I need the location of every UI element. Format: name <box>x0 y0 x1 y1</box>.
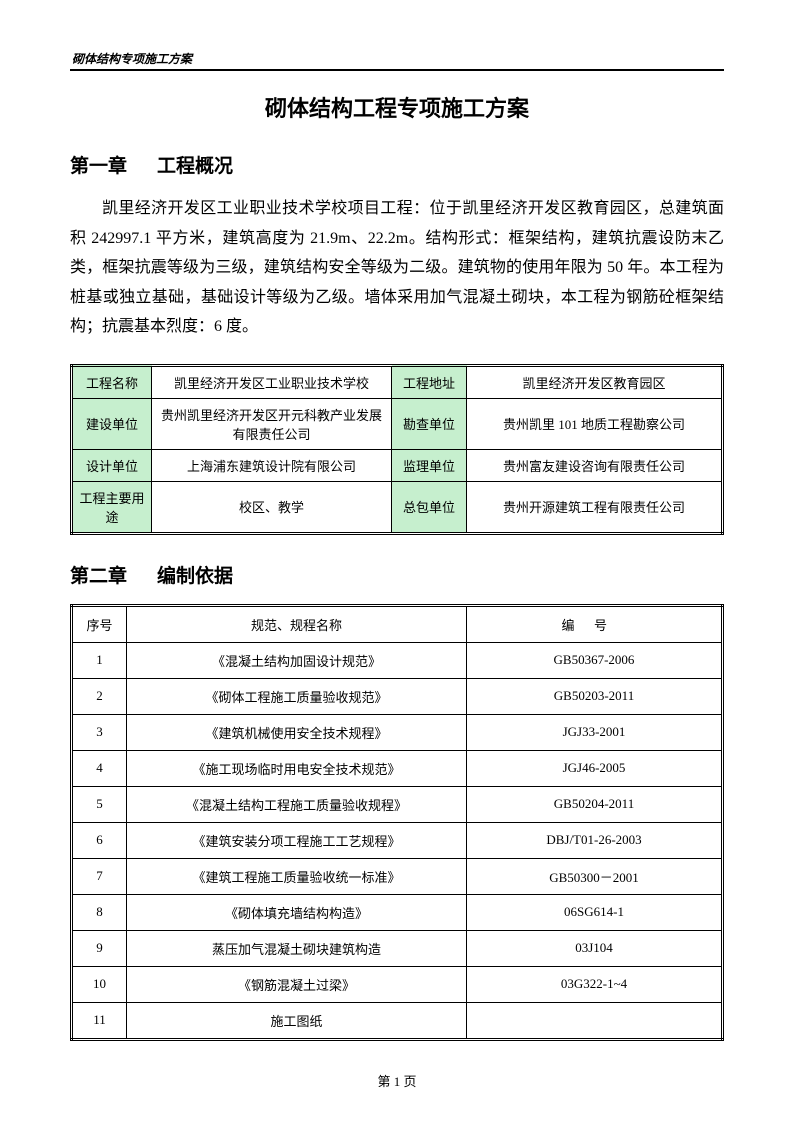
standards-name: 《建筑安装分项工程施工工艺规程》 <box>127 822 467 858</box>
page-number: 第 1 页 <box>70 1071 724 1090</box>
standards-code: 03G322-1~4 <box>467 966 723 1002</box>
info-value: 贵州富友建设咨询有限责任公司 <box>467 449 723 481</box>
standards-row: 2《砌体工程施工质量验收规范》GB50203-2011 <box>72 678 723 714</box>
standards-name: 《混凝土结构加固设计规范》 <box>127 642 467 678</box>
chapter-1-label: 第一章 <box>70 151 127 178</box>
standards-row: 10《钢筋混凝土过梁》03G322-1~4 <box>72 966 723 1002</box>
standards-code: GB50300－2001 <box>467 858 723 894</box>
info-label: 总包单位 <box>392 481 467 533</box>
standards-seq: 8 <box>72 894 127 930</box>
info-row: 建设单位贵州凯里经济开发区开元科教产业发展有限责任公司勘查单位贵州凯里 101 … <box>72 398 723 449</box>
chapter-1-title: 工程概况 <box>157 156 233 177</box>
standards-name: 蒸压加气混凝土砌块建筑构造 <box>127 930 467 966</box>
standards-seq: 11 <box>72 1002 127 1039</box>
standards-row: 11施工图纸 <box>72 1002 723 1039</box>
standards-name: 《砌体工程施工质量验收规范》 <box>127 678 467 714</box>
standards-code: 03J104 <box>467 930 723 966</box>
standards-row: 1《混凝土结构加固设计规范》GB50367-2006 <box>72 642 723 678</box>
info-value: 贵州开源建筑工程有限责任公司 <box>467 481 723 533</box>
chapter-2-label: 第二章 <box>70 561 127 588</box>
overview-paragraph: 凯里经济开发区工业职业技术学校项目工程：位于凯里经济开发区教育园区，总建筑面积 … <box>70 194 724 342</box>
standards-name: 《混凝土结构工程施工质量验收规程》 <box>127 786 467 822</box>
standards-code: GB50367-2006 <box>467 642 723 678</box>
info-label: 建设单位 <box>72 398 152 449</box>
info-label: 工程地址 <box>392 365 467 398</box>
standards-seq: 10 <box>72 966 127 1002</box>
standards-code: GB50203-2011 <box>467 678 723 714</box>
standards-name: 《建筑工程施工质量验收统一标准》 <box>127 858 467 894</box>
standards-code: DBJ/T01-26-2003 <box>467 822 723 858</box>
standards-code <box>467 1002 723 1039</box>
standards-name: 《砌体填充墙结构构造》 <box>127 894 467 930</box>
standards-seq: 9 <box>72 930 127 966</box>
header-seq: 序号 <box>72 605 127 642</box>
chapter-2-title: 编制依据 <box>157 566 233 587</box>
standards-row: 6《建筑安装分项工程施工工艺规程》DBJ/T01-26-2003 <box>72 822 723 858</box>
standards-header-row: 序号 规范、规程名称 编号 <box>72 605 723 642</box>
standards-row: 7《建筑工程施工质量验收统一标准》GB50300－2001 <box>72 858 723 894</box>
standards-row: 8《砌体填充墙结构构造》06SG614-1 <box>72 894 723 930</box>
header-divider <box>70 69 724 71</box>
info-label: 监理单位 <box>392 449 467 481</box>
header-name: 规范、规程名称 <box>127 605 467 642</box>
standards-seq: 4 <box>72 750 127 786</box>
standards-row: 5《混凝土结构工程施工质量验收规程》GB50204-2011 <box>72 786 723 822</box>
main-title: 砌体结构工程专项施工方案 <box>70 91 724 123</box>
chapter-2-heading: 第二章 编制依据 <box>70 561 724 588</box>
standards-seq: 5 <box>72 786 127 822</box>
info-value: 贵州凯里经济开发区开元科教产业发展有限责任公司 <box>152 398 392 449</box>
standards-seq: 1 <box>72 642 127 678</box>
info-value: 凯里经济开发区教育园区 <box>467 365 723 398</box>
standards-name: 《施工现场临时用电安全技术规范》 <box>127 750 467 786</box>
standards-code: 06SG614-1 <box>467 894 723 930</box>
standards-seq: 2 <box>72 678 127 714</box>
standards-row: 9蒸压加气混凝土砌块建筑构造03J104 <box>72 930 723 966</box>
info-row: 工程主要用途校区、教学总包单位贵州开源建筑工程有限责任公司 <box>72 481 723 533</box>
standards-table: 序号 规范、规程名称 编号 1《混凝土结构加固设计规范》GB50367-2006… <box>70 604 724 1041</box>
standards-code: JGJ46-2005 <box>467 750 723 786</box>
standards-seq: 3 <box>72 714 127 750</box>
standards-row: 3《建筑机械使用安全技术规程》JGJ33-2001 <box>72 714 723 750</box>
standards-code: JGJ33-2001 <box>467 714 723 750</box>
header-code: 编号 <box>467 605 723 642</box>
info-value: 凯里经济开发区工业职业技术学校 <box>152 365 392 398</box>
chapter-1-heading: 第一章 工程概况 <box>70 151 724 178</box>
standards-seq: 7 <box>72 858 127 894</box>
standards-row: 4《施工现场临时用电安全技术规范》JGJ46-2005 <box>72 750 723 786</box>
standards-code: GB50204-2011 <box>467 786 723 822</box>
info-label: 工程名称 <box>72 365 152 398</box>
standards-seq: 6 <box>72 822 127 858</box>
project-info-table: 工程名称凯里经济开发区工业职业技术学校工程地址凯里经济开发区教育园区建设单位贵州… <box>70 364 724 535</box>
info-value: 校区、教学 <box>152 481 392 533</box>
info-value: 上海浦东建筑设计院有限公司 <box>152 449 392 481</box>
standards-name: 《建筑机械使用安全技术规程》 <box>127 714 467 750</box>
info-label: 工程主要用途 <box>72 481 152 533</box>
info-row: 设计单位上海浦东建筑设计院有限公司监理单位贵州富友建设咨询有限责任公司 <box>72 449 723 481</box>
info-row: 工程名称凯里经济开发区工业职业技术学校工程地址凯里经济开发区教育园区 <box>72 365 723 398</box>
info-value: 贵州凯里 101 地质工程勘察公司 <box>467 398 723 449</box>
info-label: 设计单位 <box>72 449 152 481</box>
info-label: 勘查单位 <box>392 398 467 449</box>
standards-name: 《钢筋混凝土过梁》 <box>127 966 467 1002</box>
page-header: 砌体结构专项施工方案 <box>70 50 724 67</box>
standards-name: 施工图纸 <box>127 1002 467 1039</box>
